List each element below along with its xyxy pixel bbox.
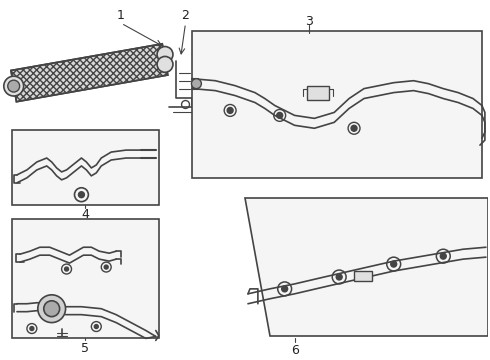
Circle shape <box>227 108 233 113</box>
Circle shape <box>78 192 84 198</box>
Text: 3: 3 <box>305 15 314 28</box>
Text: 2: 2 <box>182 9 190 22</box>
Circle shape <box>38 295 66 323</box>
Bar <box>11 44 168 102</box>
Circle shape <box>351 125 357 131</box>
Circle shape <box>157 46 173 62</box>
Text: 1: 1 <box>117 9 125 22</box>
Bar <box>354 271 372 281</box>
Circle shape <box>157 57 173 72</box>
Circle shape <box>192 79 201 89</box>
Circle shape <box>336 274 342 280</box>
Polygon shape <box>245 198 488 337</box>
Circle shape <box>441 253 446 259</box>
Circle shape <box>65 267 69 271</box>
Bar <box>11 44 168 102</box>
Circle shape <box>282 286 288 292</box>
Text: 5: 5 <box>81 342 89 355</box>
Bar <box>12 220 159 338</box>
Bar <box>12 130 159 204</box>
Text: 6: 6 <box>291 344 298 357</box>
Circle shape <box>94 325 98 329</box>
Bar <box>307 86 329 99</box>
Circle shape <box>4 76 24 96</box>
Circle shape <box>277 112 283 118</box>
Circle shape <box>8 80 20 92</box>
Circle shape <box>44 301 60 317</box>
Bar <box>193 31 482 178</box>
Circle shape <box>104 265 108 269</box>
Circle shape <box>30 327 34 330</box>
Circle shape <box>391 261 397 267</box>
Text: 4: 4 <box>81 208 89 221</box>
